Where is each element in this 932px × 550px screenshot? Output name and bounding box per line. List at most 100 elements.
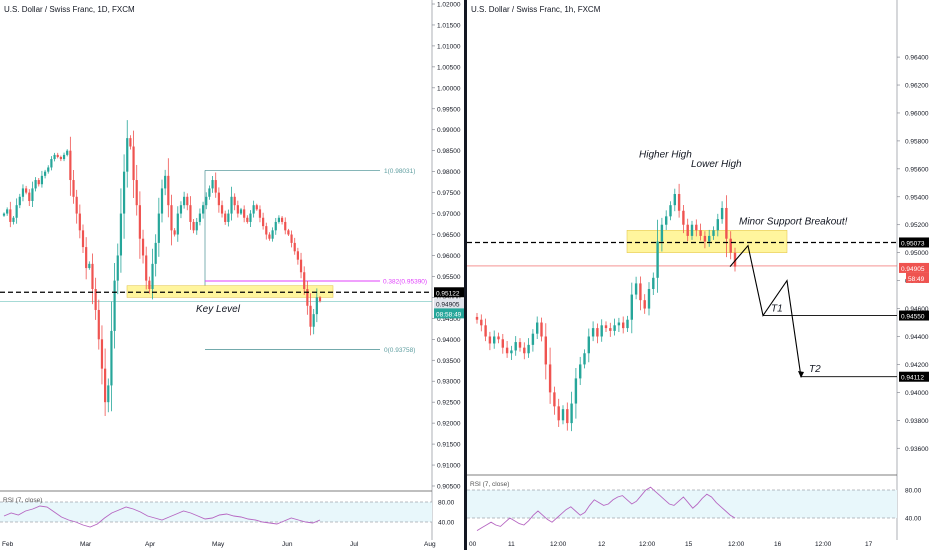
annotation-t2: T2: [809, 364, 821, 375]
hourly-candle: [497, 336, 500, 340]
rsi-line: [3, 505, 321, 528]
hourly-candle: [579, 364, 582, 379]
price-axis-label: 0.96000: [905, 110, 929, 117]
daily-candle: [230, 196, 233, 214]
daily-candle: [97, 309, 100, 340]
projection-path: [729, 244, 802, 378]
price-axis-label: 0.94000: [437, 337, 461, 344]
hourly-candle: [725, 207, 728, 239]
daily-candle: [315, 297, 318, 315]
daily-candle: [208, 188, 211, 197]
daily-candle: [246, 217, 249, 222]
hourly-candle: [518, 342, 522, 348]
daily-candle: [224, 213, 227, 222]
daily-candle: [186, 196, 189, 206]
daily-candle: [183, 196, 186, 206]
hourly-candle: [484, 325, 487, 337]
daily-candle: [211, 180, 214, 189]
price-axis-label: 0.95500: [437, 274, 461, 281]
price-axis-label: 0.96500: [437, 232, 461, 239]
hourly-candle: [561, 409, 565, 421]
price-axis-label: 0.96200: [905, 83, 929, 90]
price-axis-label: 0.95200: [905, 222, 929, 229]
price-axis-label: 0.94400: [905, 334, 929, 341]
tag-t1-bg: [899, 310, 929, 321]
hourly-candle: [591, 328, 595, 337]
hourly-chart-panel[interactable]: U.S. Dollar / Swiss Franc, 1h, FXCM 0.96…: [467, 0, 932, 550]
hourly-candle: [652, 277, 655, 289]
hourly-candle: [536, 322, 539, 334]
hourly-candle: [493, 336, 496, 344]
daily-candle: [160, 188, 164, 214]
hourly-candle: [488, 336, 492, 344]
hourly-candle: [514, 342, 517, 351]
daily-candle: [173, 230, 176, 235]
hourly-candle: [617, 322, 621, 326]
price-axis-label: 0.94200: [905, 362, 929, 369]
daily-candle: [274, 221, 277, 231]
tag-last-price-bg: [899, 262, 929, 273]
daily-candle: [6, 209, 9, 214]
daily-candle: [145, 255, 148, 281]
daily-candle: [189, 205, 192, 222]
daily-candle: [167, 175, 170, 206]
hourly-candle: [501, 339, 504, 348]
hourly-candle: [660, 224, 664, 242]
price-axis-label: 0.90500: [437, 484, 461, 491]
daily-chart-svg[interactable]: 1.02000 1.01500 1.01000 1.00500 1.00000 0.995…: [0, 0, 464, 550]
price-axis-label: 0.92500: [437, 400, 461, 407]
daily-candle: [43, 171, 47, 176]
fib-label-bottom: 0(0.93758): [384, 347, 415, 354]
hourly-candle: [708, 235, 711, 242]
rsi-label: RSI (7, close): [3, 497, 42, 504]
panel-divider[interactable]: [464, 0, 467, 550]
hourly-chart-svg[interactable]: 0.96400 0.96200 0.96000 0.95800 0.95600 0.954…: [467, 0, 932, 550]
tag-countdown: 08:58:49: [436, 311, 462, 318]
hourly-candle: [690, 224, 694, 236]
daily-candle: [126, 138, 129, 172]
daily-candle: [306, 289, 309, 306]
hourly-candle: [716, 219, 719, 231]
annotation-breakout: Minor Support Breakout!: [739, 217, 848, 228]
daily-candle: [262, 217, 265, 227]
daily-candle: [205, 196, 208, 206]
daily-chart-panel[interactable]: U.S. Dollar / Swiss Franc, 1D, FXCM 1.02…: [0, 0, 464, 550]
daily-candle: [192, 221, 195, 231]
time-axis-label: May: [212, 541, 225, 548]
hourly-candle: [475, 316, 479, 320]
daily-candle: [293, 242, 296, 252]
daily-candle: [53, 154, 56, 160]
daily-candle: [28, 192, 31, 201]
hourly-candle: [647, 288, 651, 309]
daily-candle: [148, 280, 151, 290]
key-level-annotation: Key Level: [196, 304, 241, 315]
daily-candle: [318, 297, 322, 302]
hourly-candle: [574, 378, 578, 404]
fib-label-top: 1(0.98031): [384, 168, 415, 175]
daily-candle: [91, 263, 94, 290]
time-axis-label: 17: [865, 541, 873, 548]
hourly-candle: [596, 328, 599, 337]
daily-candle: [78, 213, 81, 231]
daily-candle: [40, 175, 44, 185]
daily-candle: [198, 213, 202, 222]
annotation-higher-high: Higher High: [639, 150, 692, 161]
daily-candle: [195, 221, 198, 231]
daily-candle: [309, 305, 312, 327]
annotation-t1: T1: [771, 304, 783, 315]
price-axis-label: 0.93000: [437, 379, 461, 386]
rsi-label: RSI (7, close): [470, 481, 509, 488]
rsi-axis-80: 80.00: [905, 488, 922, 495]
daily-candle: [141, 238, 145, 256]
hourly-candle: [527, 344, 530, 354]
fib-label-mid: 0.382(0.95390): [383, 279, 427, 286]
price-axis-label: 0.93800: [905, 418, 929, 425]
rsi-band: [467, 490, 897, 518]
price-axis-label: 0.98500: [437, 148, 461, 155]
time-axis-label: Aug: [424, 541, 436, 548]
daily-candle: [119, 213, 123, 256]
price-axis-label: 0.97000: [437, 211, 461, 218]
daily-candle: [88, 263, 91, 269]
tag-t1: 0.94550: [901, 314, 925, 321]
hourly-candle: [686, 224, 689, 236]
